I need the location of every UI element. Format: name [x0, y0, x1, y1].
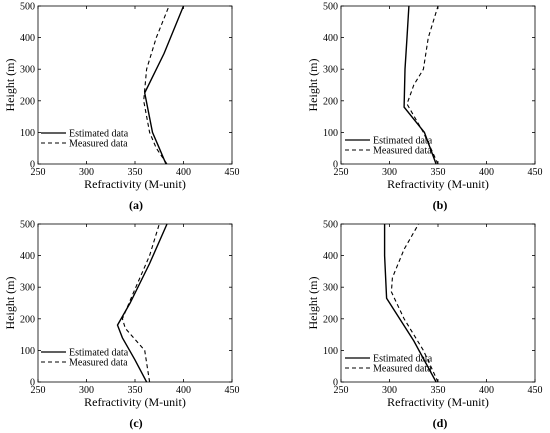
plot-frame — [340, 223, 536, 383]
chart-panel-4: 250 300 350 400 450 0 100 200 300 400 500 Refractiv… — [306, 220, 543, 431]
legend-label: Measured data — [373, 364, 432, 375]
y-tick-label: 300 — [323, 283, 338, 294]
x-tick-label: 300 — [382, 385, 397, 396]
x-tick-label: 400 — [176, 167, 191, 178]
y-tick-label: 0 — [30, 378, 35, 389]
legend-label: Measured data — [373, 146, 432, 157]
legend-label: Estimated data — [69, 348, 129, 359]
x-tick-label: 350 — [431, 167, 446, 178]
y-tick-label: 0 — [333, 160, 338, 171]
y-tick-label: 400 — [323, 33, 338, 44]
x-tick-label: 250 — [334, 167, 349, 178]
x-tick-label: 250 — [31, 167, 46, 178]
y-tick-label: 300 — [20, 283, 35, 294]
y-tick-label: 100 — [20, 128, 35, 139]
series-line-estimated — [143, 5, 185, 165]
series-line-measured — [121, 223, 160, 383]
x-axis-label: Refractivity (M-unit) — [387, 395, 489, 409]
y-tick-label: 300 — [20, 65, 35, 76]
y-tick-label: 0 — [30, 160, 35, 171]
series-line-measured — [406, 5, 439, 165]
x-tick-label: 400 — [479, 385, 494, 396]
x-tick-label: 450 — [528, 167, 543, 178]
series-line-estimated — [383, 224, 437, 383]
x-tick-label: 300 — [79, 385, 94, 396]
legend-label: Estimated data — [373, 354, 433, 365]
plot-frame — [340, 5, 536, 165]
x-tick-label: 450 — [225, 385, 240, 396]
legend-label: Measured data — [69, 358, 128, 369]
series-line-measured — [390, 223, 439, 383]
y-tick-label: 200 — [20, 96, 35, 107]
panel-label: (c) — [129, 416, 142, 430]
x-tick-label: 300 — [382, 167, 397, 178]
y-tick-label: 400 — [20, 251, 35, 262]
y-tick-label: 300 — [323, 65, 338, 76]
y-axis-label: Height (m) — [306, 59, 320, 112]
y-tick-label: 200 — [323, 96, 338, 107]
plot-frame — [37, 223, 233, 383]
chart-panel-1: 250 300 350 400 450 0 100 200 300 400 500 Refractiv… — [3, 2, 240, 213]
y-tick-label: 500 — [20, 220, 35, 231]
x-tick-label: 350 — [431, 385, 446, 396]
x-axis-label: Refractivity (M-unit) — [84, 177, 186, 191]
x-tick-label: 450 — [528, 385, 543, 396]
y-tick-label: 400 — [20, 33, 35, 44]
y-tick-label: 100 — [323, 346, 338, 357]
plot-frame — [37, 5, 233, 165]
chart-panel-3: 250 300 350 400 450 0 100 200 300 400 500 Refractiv… — [3, 220, 240, 431]
y-tick-label: 0 — [333, 378, 338, 389]
series-line-estimated — [116, 223, 168, 383]
y-tick-label: 200 — [323, 314, 338, 325]
x-tick-label: 350 — [128, 167, 143, 178]
y-axis-label: Height (m) — [3, 59, 17, 112]
y-tick-label: 200 — [20, 314, 35, 325]
y-axis-label: Height (m) — [3, 277, 17, 330]
x-axis-label: Refractivity (M-unit) — [84, 395, 186, 409]
y-tick-label: 100 — [20, 346, 35, 357]
y-tick-label: 400 — [323, 251, 338, 262]
panel-label: (d) — [433, 416, 448, 430]
x-tick-label: 350 — [128, 385, 143, 396]
legend-label: Measured data — [69, 139, 128, 150]
chart-panel-2: 250 300 350 400 450 0 100 200 300 400 500 Refractiv… — [306, 2, 543, 213]
y-tick-label: 500 — [323, 220, 338, 231]
y-tick-label: 500 — [20, 2, 35, 13]
x-tick-label: 400 — [479, 167, 494, 178]
x-tick-label: 250 — [334, 385, 349, 396]
y-tick-label: 100 — [323, 128, 338, 139]
x-tick-label: 400 — [176, 385, 191, 396]
series-line-measured — [143, 5, 170, 165]
legend-label: Estimated data — [373, 136, 433, 147]
x-tick-label: 300 — [79, 167, 94, 178]
x-tick-label: 250 — [31, 385, 46, 396]
panel-label: (a) — [129, 198, 143, 212]
panel-label: (b) — [433, 198, 448, 212]
y-tick-label: 500 — [323, 2, 338, 13]
x-axis-label: Refractivity (M-unit) — [387, 177, 489, 191]
legend-label: Estimated data — [69, 129, 129, 140]
y-axis-label: Height (m) — [306, 277, 320, 330]
x-tick-label: 450 — [225, 167, 240, 178]
